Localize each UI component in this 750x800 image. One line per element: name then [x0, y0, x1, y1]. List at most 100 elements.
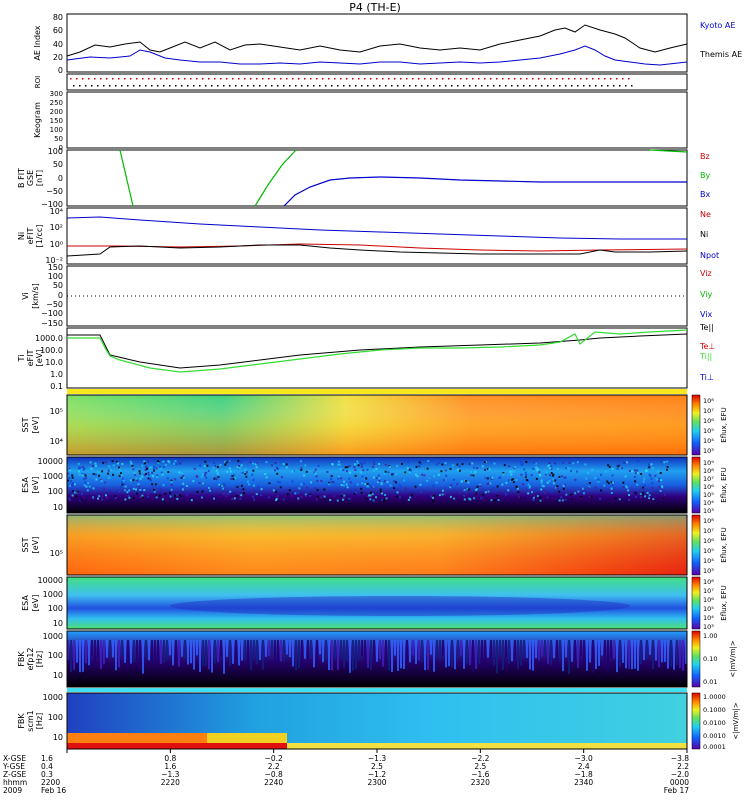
esa-e-speckle	[365, 477, 368, 480]
esa-e-speckle	[204, 474, 206, 477]
cbar-tick: 0.01	[703, 678, 717, 686]
esa-e-speckle	[488, 468, 491, 471]
esa-e-speckle	[375, 468, 378, 470]
fbk-e-cbar-ticks: 1.00 0.10 0.01	[703, 632, 717, 686]
esa-e-speckle	[340, 484, 343, 486]
esa-e-speckle	[72, 482, 74, 485]
keogram-tick: 50	[54, 135, 63, 143]
esa-e-speckle	[607, 464, 610, 467]
time-label: −1.2	[368, 770, 386, 779]
esa-e-speckle	[659, 472, 662, 474]
esa-e-speckle	[121, 463, 124, 465]
esa-e-speckle	[590, 495, 593, 498]
esa-e-speckle	[548, 462, 551, 465]
esa-e-speckle	[97, 497, 99, 500]
esa-e-speckle	[539, 496, 542, 499]
fbk-e-stripe	[364, 640, 366, 662]
roi-frame	[66, 73, 688, 91]
roi-dot	[247, 85, 249, 87]
esa-e-speckle	[543, 489, 545, 492]
ti-par-line	[67, 329, 688, 373]
esa-e-speckle	[514, 466, 516, 469]
fbk-e-stripe	[343, 640, 345, 668]
density-ylabel-line: [1/cc]	[35, 225, 44, 248]
bfit-ylabel-line: B FIT	[17, 168, 26, 188]
fbk-e-stripe	[271, 640, 273, 655]
fbk-e-stripe	[586, 640, 588, 671]
fbk-e-stripe	[412, 640, 414, 656]
esa-e-speckle	[211, 488, 213, 491]
esa-e-speckle	[465, 480, 467, 482]
roi-dot	[532, 78, 534, 80]
esa-e-speckle	[132, 468, 135, 471]
esa-e-speckle	[176, 497, 179, 500]
esa-e-speckle	[540, 481, 543, 484]
esa-e-speckle	[255, 493, 258, 496]
roi-dot	[301, 85, 303, 87]
esa-e-speckle	[426, 479, 429, 482]
esa-e-speckle	[475, 492, 478, 495]
esa-e-speckle	[328, 481, 331, 484]
fbk-e-stripe	[637, 640, 639, 671]
time-label: −0.8	[265, 770, 283, 779]
roi-dot	[538, 78, 540, 80]
esa-e-speckle	[386, 481, 389, 484]
esa-e-speckle	[68, 497, 71, 500]
time-label: 2300	[367, 778, 386, 787]
esa-e-speckle	[80, 493, 83, 496]
esa-e-speckle	[78, 473, 81, 476]
esa-e-speckle	[622, 481, 625, 484]
esa-e-speckle	[83, 484, 86, 487]
esa-e-speckle	[145, 468, 148, 470]
esa-e-speckle	[330, 478, 333, 480]
fbk-e-stripe	[676, 640, 678, 666]
cbar-tick: 10⁷	[703, 527, 714, 535]
esa-e-speckle	[645, 470, 648, 472]
roi-dot	[421, 85, 423, 87]
esa-e-speckle	[573, 493, 576, 496]
fbk-e-stripe	[373, 640, 375, 666]
time-label: Feb 16	[41, 786, 66, 795]
esa-e-speckle	[386, 490, 389, 493]
esa-e-speckle	[510, 473, 513, 476]
esa-e-speckle	[126, 491, 129, 494]
esa-e-speckle	[241, 471, 244, 474]
keogram-tick: 250	[50, 99, 63, 107]
roi-dot	[601, 85, 603, 87]
esa-e-speckle	[660, 488, 663, 491]
esa-e-speckle	[627, 489, 630, 492]
esa-e-speckle	[494, 490, 497, 493]
esa-e-speckle	[453, 497, 456, 500]
fbk-e-stripe	[577, 640, 579, 668]
roi-dot	[565, 85, 567, 87]
esa-e-speckle	[378, 463, 381, 465]
esa-e-speckle	[356, 483, 359, 486]
ae-ylabel: AE Index	[33, 25, 42, 60]
esa-e-speckle	[369, 498, 372, 501]
esa-e-speckle	[247, 483, 250, 486]
esa-e-speckle	[408, 468, 411, 471]
esa-e-speckle	[419, 490, 422, 493]
esa-e-speckle	[636, 472, 639, 475]
roi-ylabel: ROI	[34, 76, 42, 88]
esa-e-speckle	[356, 460, 359, 463]
fbk-e-stripe	[613, 640, 615, 659]
esa-e-speckle	[222, 483, 225, 485]
esa-e-speckle	[648, 497, 650, 500]
esa-e-speckle	[493, 499, 496, 502]
esa-e-speckle	[570, 493, 573, 496]
fbk-e-stripe	[352, 640, 354, 671]
fbk-e-stripe	[202, 640, 204, 666]
esa-e-speckle	[95, 464, 97, 467]
esa-e-speckle	[332, 481, 335, 484]
esa-e-speckle	[323, 495, 326, 498]
ae-ticks: 80 60 40 20 0	[53, 13, 63, 75]
fbk-e-stripe	[178, 640, 180, 667]
esa-e-speckle	[67, 472, 70, 475]
esa-e-speckle	[492, 486, 495, 489]
esa-e-speckle	[469, 498, 472, 501]
esa-e-speckle	[117, 490, 120, 493]
esa-e-speckle	[147, 492, 150, 495]
esa-e-speckle	[603, 484, 606, 487]
roi-dot	[241, 85, 243, 87]
